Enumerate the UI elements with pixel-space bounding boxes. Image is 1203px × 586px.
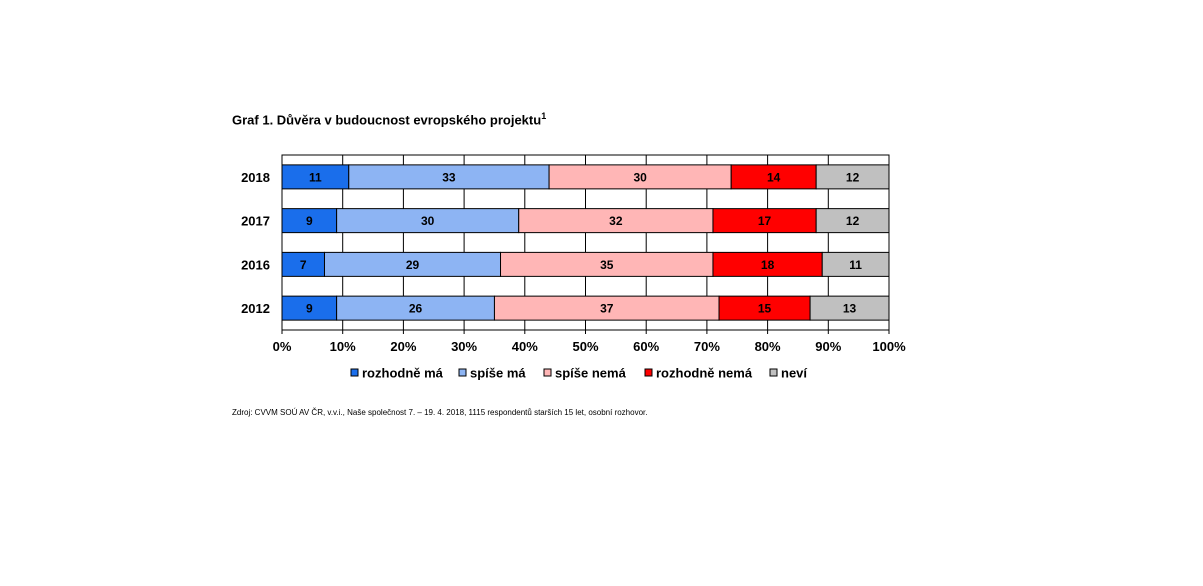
bar-segment: [730, 164, 817, 190]
data-label: 13: [843, 302, 857, 316]
legend-label: rozhodně má: [362, 366, 444, 381]
bar-segment: [281, 164, 350, 190]
bar-segment: [336, 208, 520, 234]
bar-segment: [323, 251, 502, 277]
x-tick-label: 0%: [273, 339, 292, 354]
bar-segment: [281, 251, 325, 277]
legend-label: spíše má: [470, 366, 526, 381]
data-label: 18: [761, 258, 775, 272]
x-tick-label: 100%: [872, 339, 906, 354]
data-label: 7: [300, 258, 307, 272]
data-label: 11: [309, 170, 322, 184]
x-tick-label: 30%: [451, 339, 477, 354]
x-tick-label: 80%: [755, 339, 781, 354]
source-note: Zdroj: CVVM SOÚ AV ČR, v.v.i., Naše spol…: [232, 408, 648, 417]
data-label: 9: [306, 214, 313, 228]
legend-swatch: [769, 368, 778, 377]
chart-title-text: Graf 1. Důvěra v budoucnost evropského p…: [232, 112, 542, 128]
bar-segment: [348, 164, 550, 190]
x-tick-label: 50%: [572, 339, 598, 354]
category-label: 2012: [241, 301, 270, 316]
data-label: 30: [633, 170, 647, 184]
data-label: 12: [846, 214, 860, 228]
bar-segment: [548, 164, 732, 190]
legend-label: neví: [781, 366, 807, 381]
data-label: 33: [442, 170, 456, 184]
data-label: 30: [421, 214, 435, 228]
data-label: 9: [306, 302, 313, 316]
category-label: 2016: [241, 257, 270, 272]
x-tick-label: 40%: [512, 339, 538, 354]
legend-swatch: [458, 368, 467, 377]
bar-segment: [815, 208, 890, 234]
x-tick-label: 90%: [815, 339, 841, 354]
data-label: 32: [609, 214, 623, 228]
stacked-bar-chart: 0% 10% 20% 30% 40% 50% 60% 70% 80% 90% 100% 2018 11 3…: [241, 154, 906, 381]
data-label: 29: [406, 258, 420, 272]
bar-segment: [718, 295, 811, 321]
legend-label: spíše nemá: [555, 366, 627, 381]
data-label: 15: [758, 302, 772, 316]
bar-segment: [336, 295, 495, 321]
data-label: 12: [846, 170, 860, 184]
data-label: 37: [600, 302, 614, 316]
bar-segment: [815, 164, 890, 190]
x-tick-label: 70%: [694, 339, 720, 354]
chart-title-footnote-mark: 1: [541, 111, 547, 121]
data-label: 14: [767, 170, 781, 184]
data-label: 17: [758, 214, 772, 228]
category-label: 2017: [241, 214, 270, 229]
bar-segment: [712, 208, 817, 234]
x-tick-label: 10%: [330, 339, 356, 354]
category-label: 2018: [241, 170, 270, 185]
legend-swatch: [543, 368, 552, 377]
bar-segment: [493, 295, 720, 321]
x-tick-label: 60%: [633, 339, 659, 354]
bar-segment: [500, 251, 714, 277]
bar-segment: [712, 251, 823, 277]
bar-segment: [821, 251, 890, 277]
data-label: 11: [849, 258, 862, 272]
legend-swatch: [644, 368, 653, 377]
data-label: 35: [600, 258, 614, 272]
legend-swatch: [350, 368, 359, 377]
data-label: 26: [409, 302, 423, 316]
x-tick-label: 20%: [390, 339, 416, 354]
legend-label: rozhodně nemá: [656, 366, 753, 381]
chart-title: Graf 1. Důvěra v budoucnost evropského p…: [232, 111, 546, 127]
bar-segment: [809, 295, 890, 321]
bar-segment: [281, 208, 338, 234]
